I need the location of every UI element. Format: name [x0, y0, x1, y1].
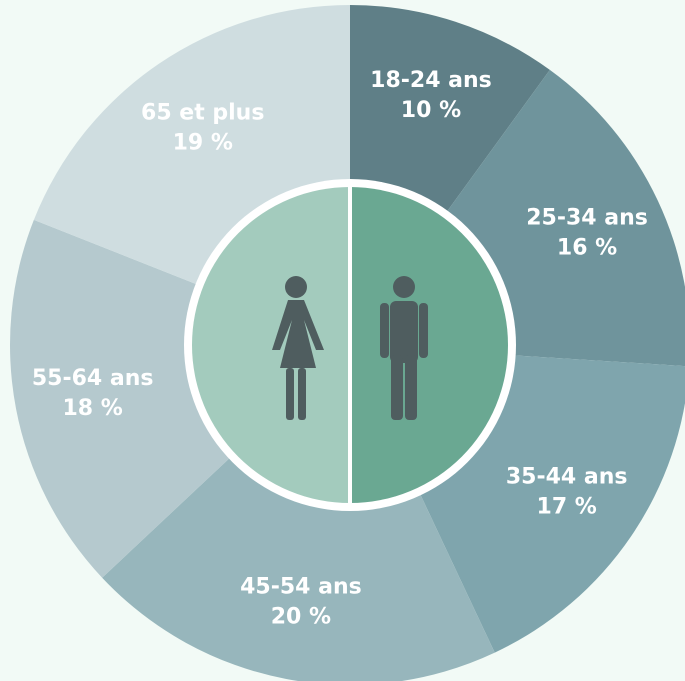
labels: 18-24 ans 10 % 25-34 ans 16 % 35-44 ans 17 % 4…: [32, 68, 648, 630]
slice-label: 55-64 ans: [32, 366, 154, 391]
male-icon: [380, 276, 428, 420]
value-label: 16 %: [557, 235, 617, 260]
slice-label: 18-24 ans: [370, 68, 492, 93]
slice-label: 35-44 ans: [506, 464, 628, 489]
slice: [10, 219, 351, 578]
value-label: 18 %: [62, 396, 122, 421]
slice-label: 65 et plus: [141, 100, 264, 125]
slice-label: 45-54 ans: [240, 574, 362, 599]
value-label: 19 %: [173, 130, 233, 155]
slice: [102, 345, 495, 681]
female-half: [192, 187, 350, 503]
value-label: 17 %: [537, 494, 597, 519]
value-label: 10 %: [401, 98, 461, 123]
value-label: 20 %: [271, 604, 331, 629]
male-half: [350, 187, 508, 503]
female-icon: [272, 276, 324, 420]
slice-label: 25-34 ans: [526, 205, 648, 230]
